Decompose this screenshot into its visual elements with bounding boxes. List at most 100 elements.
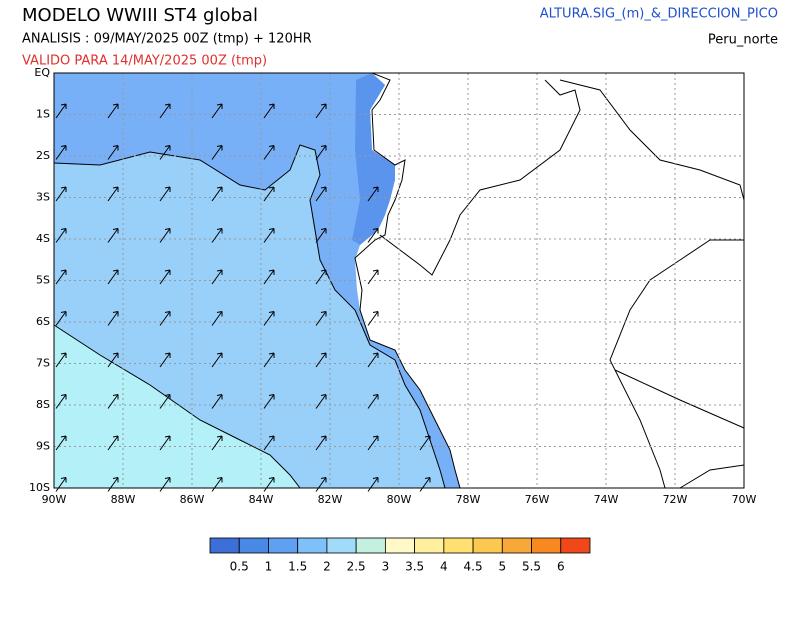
direction-arrow [55,103,67,119]
colorbar-label: 0.5 [230,560,249,574]
lon-label: 70W [732,493,757,506]
direction-arrow [263,477,275,492]
direction-arrow [315,435,327,451]
colorbar-box [472,537,503,554]
direction-arrow [263,186,275,202]
direction-arrow [159,435,171,451]
direction-arrow [107,477,119,492]
colorbar-box [414,537,445,554]
direction-arrow [159,477,171,492]
lon-label: 76W [525,493,550,506]
colorbar-box [326,537,357,554]
direction-arrow [367,186,379,202]
lon-label: 84W [249,493,274,506]
lat-label: 8S [36,398,50,411]
direction-arrow [315,311,327,326]
direction-arrow [107,435,119,451]
direction-arrow [55,269,67,285]
direction-arrow [107,269,119,285]
direction-arrow [211,477,223,492]
colorbar-box [560,537,591,554]
direction-arrow [315,394,327,409]
direction-arrow [55,352,67,368]
colorbar-label: 3 [382,560,390,574]
contour [53,324,301,489]
direction-arrow [107,186,119,202]
coastline [354,72,461,489]
direction-arrow [211,394,223,409]
colorbar-label: 5.5 [522,560,541,574]
lon-label: 72W [663,493,688,506]
colorbar-box [209,537,240,554]
direction-arrow [211,103,223,119]
colorbar-box [238,537,269,554]
direction-arrow [367,352,379,368]
direction-arrow [367,477,379,492]
colorbar-label: 2 [323,560,331,574]
region: Peru_norte [708,33,778,48]
colorbar-label: 1.5 [288,560,307,574]
ocean-1 [352,73,395,245]
direction-arrow [55,394,67,409]
lat-label: EQ [34,66,50,79]
direction-arrow [107,228,119,243]
lat-label: 5S [36,274,50,287]
variable: ALTURA.SIG_(m)_&_DIRECCION_PICO [540,7,778,22]
direction-arrow [107,394,119,409]
direction-arrow [315,103,327,119]
map [53,72,745,492]
lat-label: 2S [36,149,50,162]
lon-label: 80W [387,493,412,506]
colorbar-box [355,537,386,554]
direction-arrow [211,186,223,202]
direction-arrow [263,103,275,119]
border [614,369,745,429]
colorbar-label: 6 [557,560,565,574]
ocean-2-5 [54,325,300,488]
analysis: ANALISIS : 09/MAY/2025 00Z (tmp) + 120HR [22,32,312,47]
lon-label: 88W [111,493,136,506]
direction-arrow [315,477,327,492]
direction-arrow [367,311,379,326]
direction-arrow [211,435,223,451]
colorbar-box [268,537,299,554]
direction-arrow [159,103,171,119]
direction-arrow [107,352,119,368]
title: MODELO WWIII ST4 global [22,5,258,26]
direction-arrow [55,228,67,243]
direction-arrow [211,352,223,368]
colorbar-label: 4.5 [464,560,483,574]
direction-arrow [315,269,327,285]
direction-arrow [367,394,379,409]
border [559,79,745,201]
direction-arrow [107,311,119,326]
direction-arrow [159,394,171,409]
direction-arrow [263,352,275,368]
direction-arrow [263,394,275,409]
lon-label: 90W [42,493,67,506]
direction-arrow [263,311,275,326]
colorbar-box [384,537,416,554]
border [379,79,581,276]
direction-arrow [367,435,379,451]
direction-arrow [159,311,171,326]
direction-arrow [159,186,171,202]
border [609,239,744,489]
direction-arrow [419,477,431,492]
colorbar-box [443,537,474,554]
direction-arrow [55,435,67,451]
direction-arrow [211,269,223,285]
border [679,464,745,489]
lon-label: 78W [456,493,481,506]
direction-arrow [315,352,327,368]
direction-arrow [55,477,67,492]
direction-arrow [367,269,379,285]
lat-label: 10S [29,481,50,494]
direction-arrow [55,311,67,326]
direction-arrow [159,352,171,368]
colorbar-label: 2.5 [347,560,366,574]
direction-arrow [107,103,119,119]
direction-arrow [107,145,119,160]
direction-arrow [263,145,275,160]
direction-arrow [211,145,223,160]
